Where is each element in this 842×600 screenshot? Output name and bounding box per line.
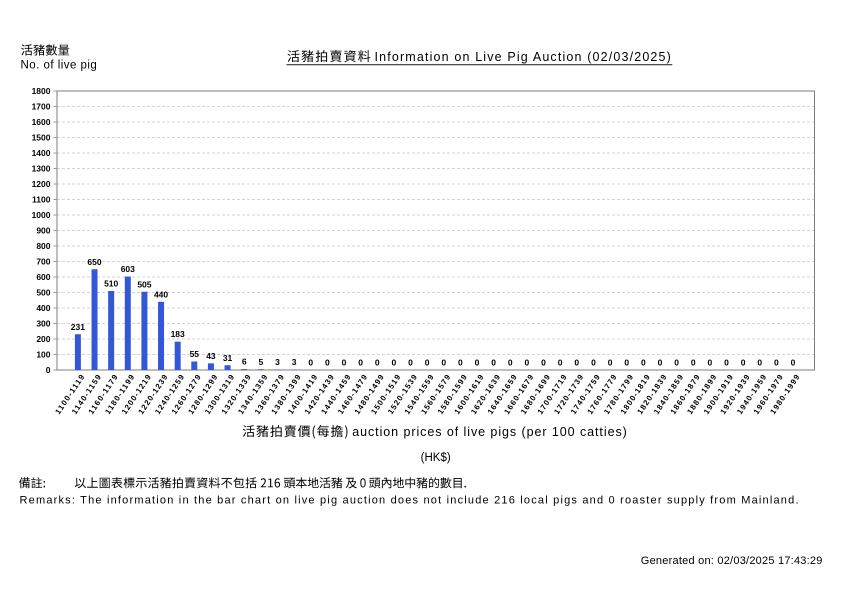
svg-text:231: 231 [71, 322, 85, 332]
svg-text:700: 700 [36, 257, 50, 267]
svg-text:6: 6 [242, 357, 247, 367]
svg-text:auction prices of live pigs (p: auction prices of live pigs (per 100 cat… [352, 425, 627, 439]
svg-text:1600: 1600 [32, 117, 51, 127]
svg-text:603: 603 [121, 264, 135, 274]
svg-text:1200: 1200 [32, 179, 51, 189]
svg-text:1000: 1000 [32, 210, 51, 220]
svg-text:1500: 1500 [32, 133, 51, 143]
svg-text:600: 600 [36, 272, 50, 282]
svg-text:0: 0 [441, 358, 446, 368]
svg-text:55: 55 [190, 349, 200, 359]
svg-text:3: 3 [275, 357, 280, 367]
svg-text:500: 500 [36, 288, 50, 298]
svg-text:0: 0 [774, 358, 779, 368]
svg-text:650: 650 [87, 257, 101, 267]
svg-text:Generated on: 02/03/2025 17:43: Generated on: 02/03/2025 17:43:29 [641, 555, 823, 567]
svg-text:0: 0 [508, 358, 513, 368]
svg-text:0: 0 [541, 358, 546, 368]
svg-text:0: 0 [558, 358, 563, 368]
svg-text:0: 0 [392, 358, 397, 368]
svg-text:0: 0 [724, 358, 729, 368]
svg-text:0: 0 [591, 358, 596, 368]
svg-text:183: 183 [171, 329, 185, 339]
svg-text:0: 0 [741, 358, 746, 368]
svg-text:1100: 1100 [32, 195, 51, 205]
svg-text:0: 0 [408, 358, 413, 368]
svg-text:0: 0 [707, 358, 712, 368]
svg-text:800: 800 [36, 241, 50, 251]
svg-text:900: 900 [36, 226, 50, 236]
svg-text:0: 0 [475, 358, 480, 368]
svg-text:43: 43 [206, 351, 216, 361]
svg-text:Information on Live Pig Auctio: Information on Live Pig Auction (02/03/2… [375, 50, 671, 64]
svg-text:510: 510 [104, 279, 118, 289]
svg-text:300: 300 [36, 319, 50, 329]
svg-text:0: 0 [674, 358, 679, 368]
svg-text:5: 5 [258, 357, 263, 367]
svg-text:0: 0 [491, 358, 496, 368]
svg-text:0: 0 [375, 358, 380, 368]
svg-text:0: 0 [325, 358, 330, 368]
svg-text:0: 0 [658, 358, 663, 368]
svg-text:31: 31 [223, 353, 233, 363]
svg-text:400: 400 [36, 303, 50, 313]
svg-text:0: 0 [791, 358, 796, 368]
svg-text:0: 0 [308, 358, 313, 368]
svg-text:1300: 1300 [32, 164, 51, 174]
svg-text:0: 0 [624, 358, 629, 368]
svg-text:1800: 1800 [32, 86, 51, 96]
svg-text:1400: 1400 [32, 148, 51, 158]
svg-text:0: 0 [641, 358, 646, 368]
svg-text:0: 0 [757, 358, 762, 368]
svg-text:505: 505 [137, 279, 151, 289]
svg-text:0: 0 [608, 358, 613, 368]
svg-text:0: 0 [358, 358, 363, 368]
svg-text:1700: 1700 [32, 102, 51, 112]
svg-text:100: 100 [36, 350, 50, 360]
svg-text:440: 440 [154, 289, 168, 299]
svg-text:No. of live pig: No. of live pig [21, 59, 97, 71]
svg-text:3: 3 [292, 357, 297, 367]
svg-text:(HK$): (HK$) [421, 452, 451, 464]
svg-text:0: 0 [691, 358, 696, 368]
svg-text:0: 0 [425, 358, 430, 368]
svg-text:200: 200 [36, 334, 50, 344]
svg-text:0: 0 [525, 358, 530, 368]
svg-text:0: 0 [458, 358, 463, 368]
svg-text:0: 0 [46, 365, 51, 375]
svg-text:0: 0 [574, 358, 579, 368]
svg-text:0: 0 [342, 358, 347, 368]
svg-text:Remarks: The information in th: Remarks: The information in the bar char… [20, 495, 799, 507]
